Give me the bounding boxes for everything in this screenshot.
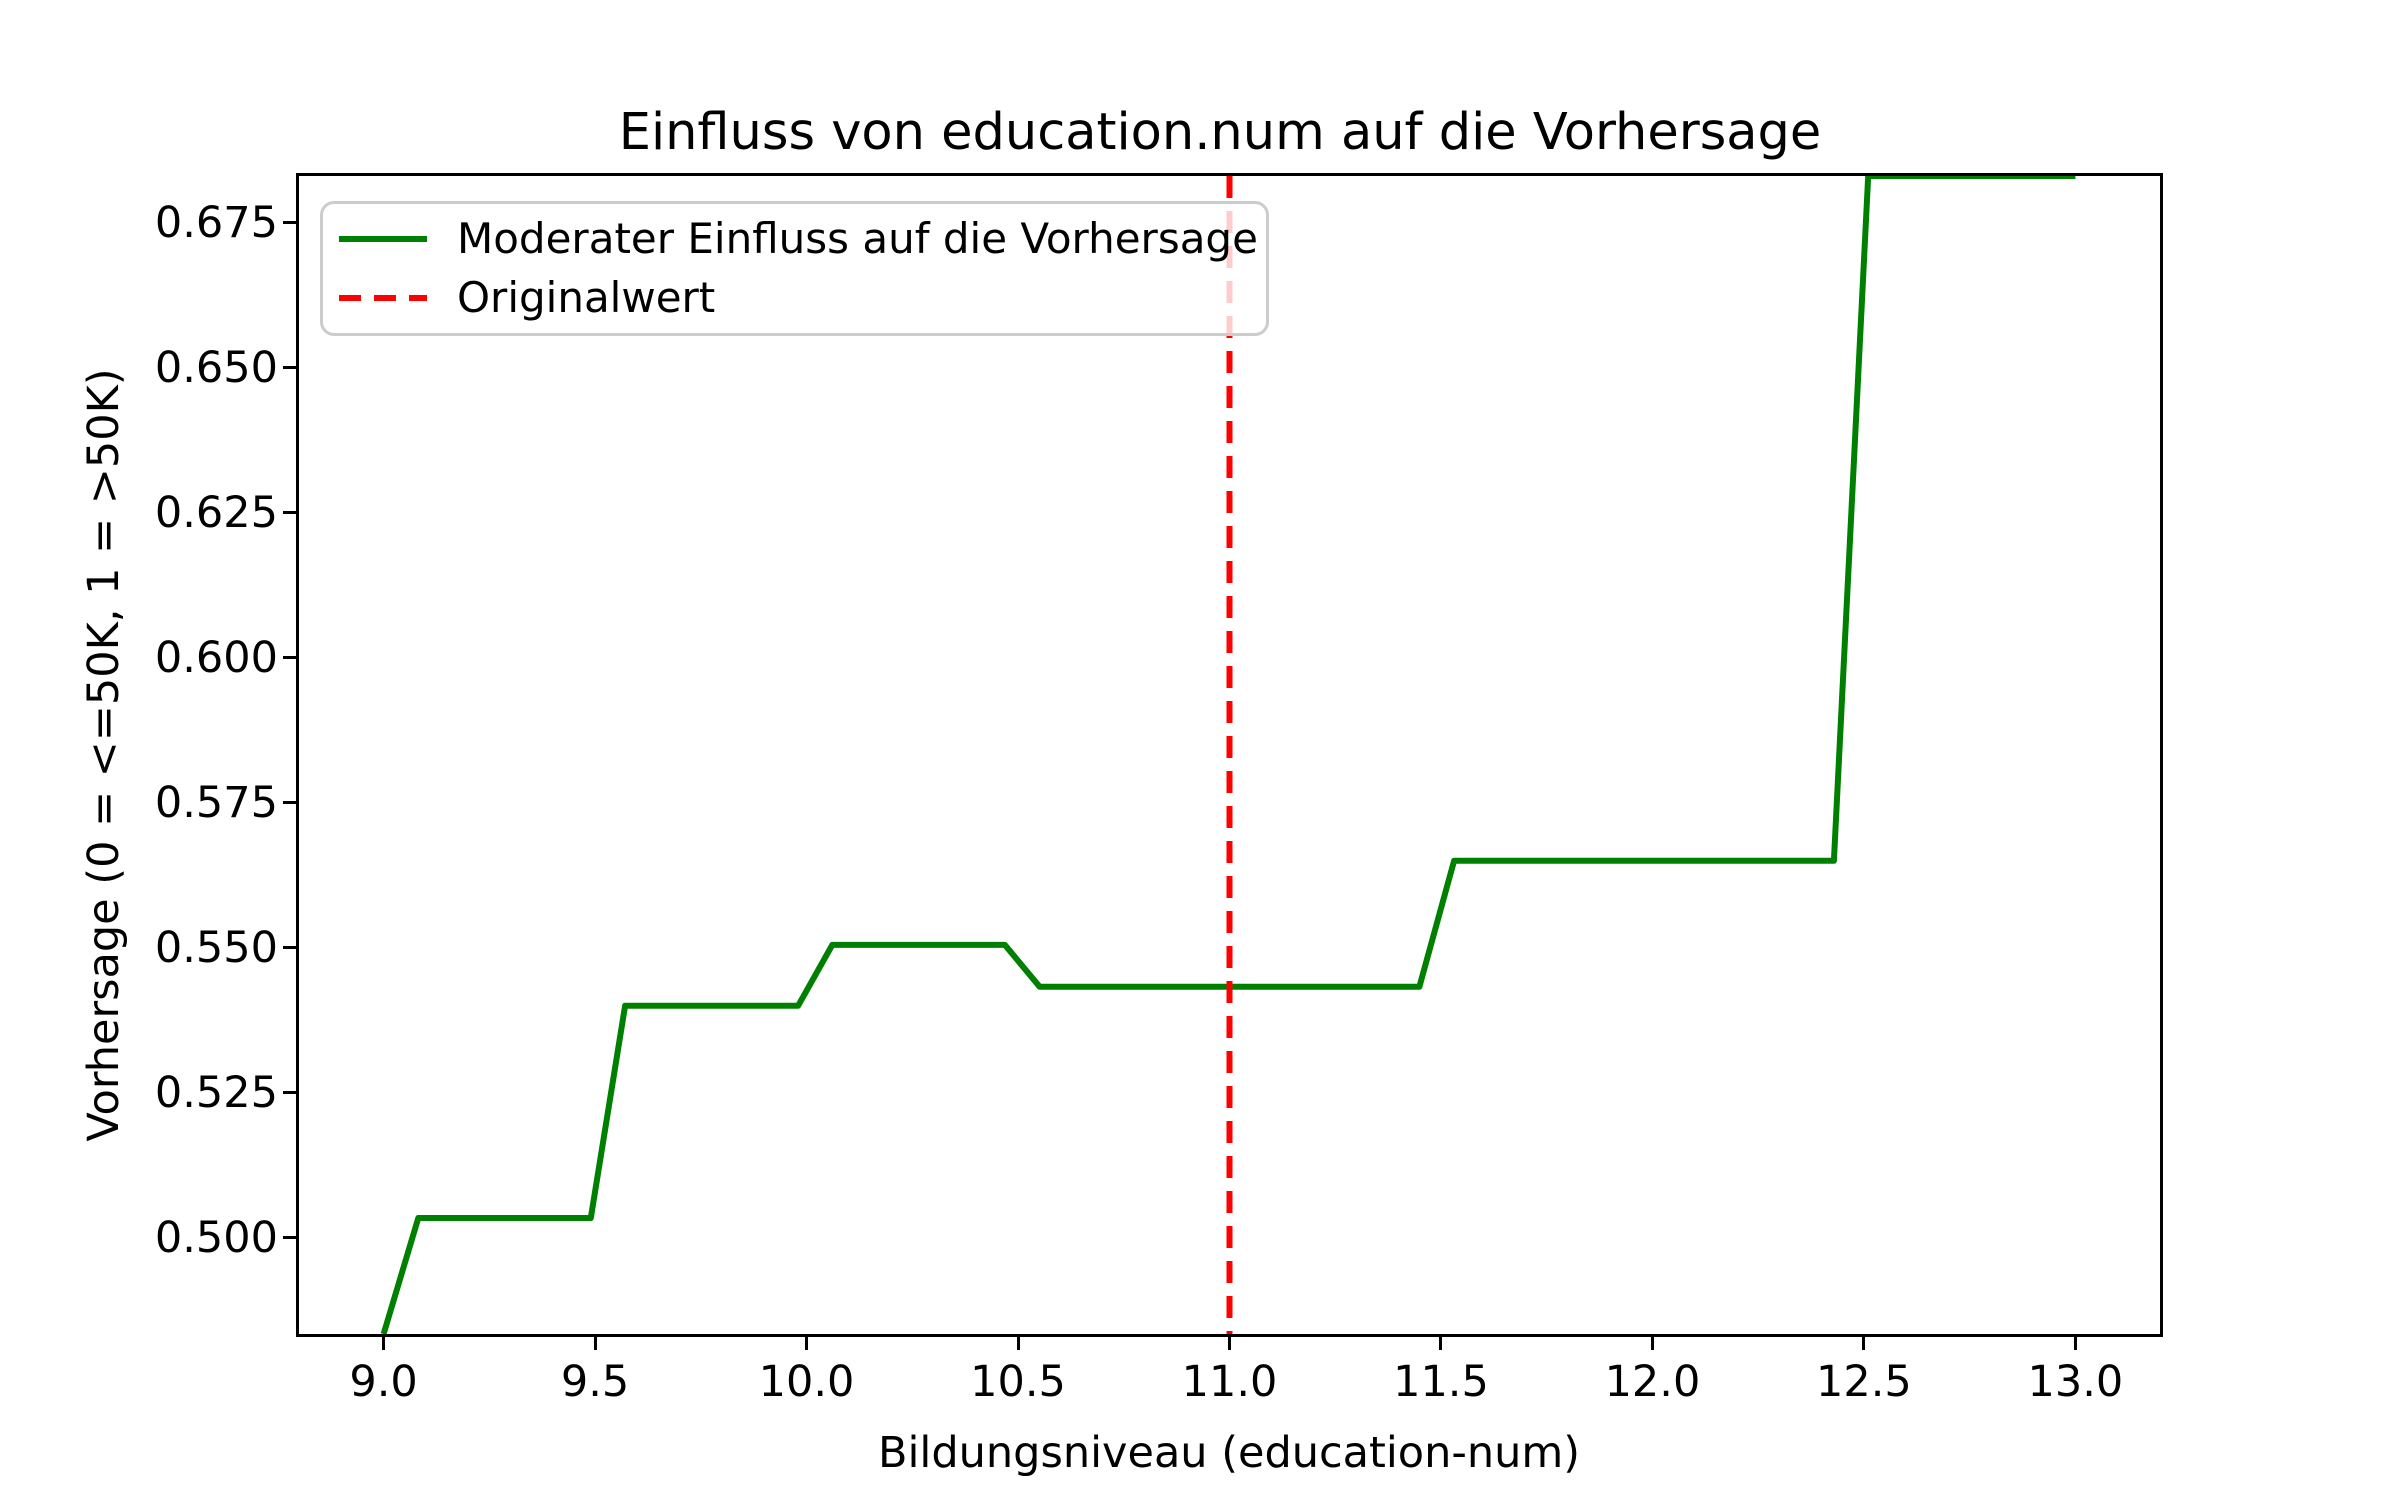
x-tick-label: 11.0 (1181, 1357, 1278, 1407)
x-axis-label: Bildungsniveau (education-num) (877, 1428, 1581, 1478)
x-tick-label: 12.5 (1816, 1357, 1912, 1407)
legend-item-original-value: Originalwert (339, 270, 1256, 326)
x-tick-label: 10.0 (758, 1357, 855, 1407)
green-solid-line-icon (339, 236, 427, 242)
y-tick-mark (283, 1091, 296, 1095)
x-tick-mark (593, 1337, 597, 1350)
x-tick-label: 9.0 (349, 1357, 418, 1407)
red-dashed-line-icon (339, 295, 427, 301)
legend-label: Originalwert (457, 273, 716, 322)
x-tick-mark (1016, 1337, 1020, 1350)
y-tick-label: 0.625 (154, 487, 278, 538)
y-tick-label: 0.550 (154, 922, 278, 973)
y-tick-label: 0.500 (154, 1212, 278, 1263)
x-tick-mark (805, 1337, 809, 1350)
y-axis-label: Vorhersage (0 = <=50K, 1 = >50K) (79, 368, 129, 1142)
x-tick-mark (1862, 1337, 1866, 1350)
x-tick-mark (382, 1337, 386, 1350)
plot-area (296, 173, 2163, 1337)
y-tick-label: 0.525 (154, 1067, 278, 1118)
x-tick-label: 13.0 (2027, 1357, 2124, 1407)
y-tick-label: 0.675 (154, 197, 278, 248)
x-tick-mark (1650, 1337, 1654, 1350)
y-tick-label: 0.600 (154, 632, 278, 683)
x-tick-label: 10.5 (970, 1357, 1066, 1407)
plot-canvas (380, 176, 2076, 1334)
y-tick-mark (283, 1236, 296, 1240)
legend-item-moderate-influence: Moderater Einfluss auf die Vorhersage (339, 211, 1258, 267)
x-tick-label: 9.5 (560, 1357, 630, 1407)
y-tick-mark (283, 221, 296, 225)
y-tick-label: 0.650 (154, 342, 278, 393)
series-line (380, 176, 2076, 1334)
x-tick-mark (1439, 1337, 1443, 1350)
x-tick-label: 12.0 (1604, 1357, 1701, 1407)
y-tick-mark (283, 801, 296, 805)
y-tick-mark (283, 656, 296, 660)
x-tick-mark (2073, 1337, 2077, 1350)
y-tick-mark (283, 946, 296, 950)
x-tick-mark (1228, 1337, 1231, 1350)
legend-label: Moderater Einfluss auf die Vorhersage (457, 214, 1258, 263)
x-tick-label: 11.5 (1393, 1357, 1489, 1407)
chart-title: Einfluss von education.num auf die Vorhe… (618, 103, 1822, 162)
y-tick-mark (283, 366, 296, 370)
y-tick-label: 0.575 (154, 777, 278, 828)
legend: Moderater Einfluss auf die Vorhersage Or… (320, 201, 1269, 336)
y-tick-mark (283, 511, 296, 515)
